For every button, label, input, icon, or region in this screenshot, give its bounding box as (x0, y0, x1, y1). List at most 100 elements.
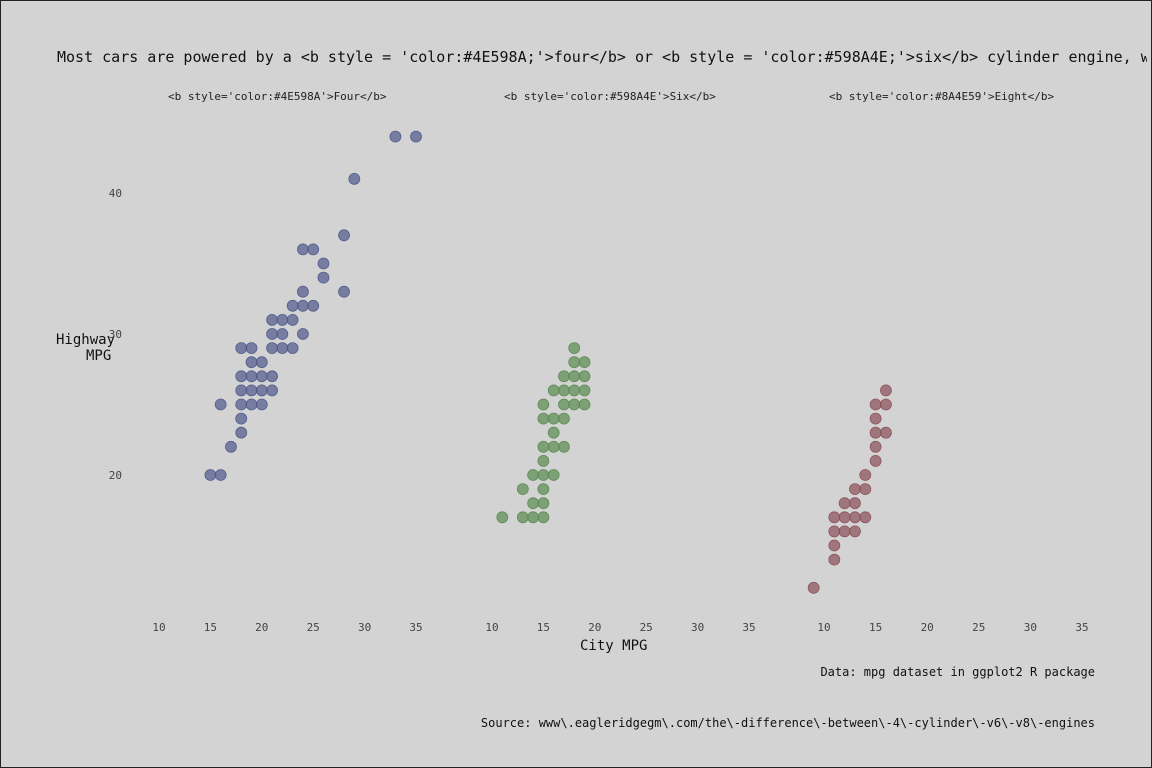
data-point (516, 483, 529, 496)
facet-title-eight: <b style='color:#8A4E59'>Eight</b> (829, 90, 1055, 103)
data-point (880, 384, 892, 397)
data-point (828, 553, 841, 566)
x-tick-label: 20 (255, 621, 268, 634)
x-axis-label: City MPG (580, 638, 648, 654)
data-point (297, 285, 309, 298)
data-point (849, 497, 861, 510)
x-tick-label: 15 (204, 621, 217, 634)
data-point (297, 328, 309, 340)
data-point (338, 229, 350, 242)
data-point (410, 130, 422, 143)
x-tick-label: 35 (1075, 621, 1088, 634)
data-point (547, 384, 560, 397)
x-tick-label: 10 (152, 621, 165, 634)
x-tick-label: 15 (869, 621, 882, 634)
data-point (558, 412, 570, 425)
x-tick-label: 25 (972, 621, 985, 634)
data-point (849, 511, 861, 524)
data-point (235, 412, 248, 425)
x-tick-label: 20 (588, 621, 601, 634)
y-tick-label: 30 (109, 328, 122, 341)
data-point (838, 511, 851, 524)
data-point (245, 384, 258, 397)
data-point (568, 384, 581, 397)
data-point (880, 398, 892, 411)
data-point (849, 483, 861, 496)
data-point (547, 440, 560, 453)
data-point (255, 370, 268, 383)
data-point (245, 398, 258, 411)
x-tick-label: 10 (485, 621, 498, 634)
data-point (869, 454, 882, 467)
y-axis-label-line1: Highway (56, 332, 116, 348)
data-point (235, 426, 248, 439)
data-point (225, 440, 237, 453)
data-point (849, 525, 861, 538)
chart-title: Most cars are powered by a <b style = 'c… (57, 48, 1147, 66)
data-point (245, 342, 258, 355)
data-point (235, 398, 248, 411)
data-point (286, 313, 299, 326)
y-tick-label: 40 (109, 187, 122, 200)
data-point (389, 130, 402, 143)
data-point (235, 370, 248, 383)
y-axis-label-line2: MPG (86, 348, 112, 364)
data-point (838, 497, 851, 510)
data-point (568, 356, 581, 369)
data-point (547, 412, 560, 425)
data-point (255, 356, 268, 369)
data-point (558, 384, 570, 397)
data-point (547, 426, 560, 439)
data-point (537, 497, 550, 510)
data-point (537, 412, 550, 425)
data-point (266, 313, 278, 326)
data-point (286, 299, 299, 312)
data-point (204, 469, 217, 481)
data-point (527, 497, 540, 510)
data-point (828, 525, 841, 538)
data-point (255, 384, 268, 397)
data-point (838, 525, 851, 538)
data-point (880, 426, 892, 439)
x-tick-label: 35 (409, 621, 422, 634)
data-point (537, 511, 550, 524)
data-point (338, 285, 350, 298)
data-point (297, 243, 309, 256)
data-point (527, 469, 540, 481)
data-point (235, 384, 248, 397)
x-tick-label: 20 (921, 621, 934, 634)
data-point (214, 398, 227, 411)
data-point (276, 328, 289, 340)
data-point (558, 370, 570, 383)
data-point (828, 511, 841, 524)
data-point (235, 342, 248, 355)
data-point (276, 313, 289, 326)
data-point (859, 511, 872, 524)
data-point (527, 511, 540, 524)
data-point (266, 342, 278, 355)
data-point (547, 469, 560, 481)
data-point (266, 384, 278, 397)
data-point (828, 539, 841, 552)
data-point (537, 454, 550, 467)
data-point (558, 398, 570, 411)
data-point (537, 440, 550, 453)
facet-title-four: <b style='color:#4E598A'>Four</b> (168, 90, 387, 103)
data-point (578, 370, 591, 383)
data-caption: Data: mpg dataset in ggplot2 R package (820, 665, 1095, 679)
data-point (568, 342, 581, 355)
data-point (266, 328, 278, 340)
data-point (558, 440, 570, 453)
data-point (496, 511, 509, 524)
data-point (869, 412, 882, 425)
data-point (245, 356, 258, 369)
y-tick-label: 20 (109, 469, 122, 482)
x-tick-label: 25 (307, 621, 320, 634)
data-point (537, 469, 550, 481)
data-point (266, 370, 278, 383)
data-point (297, 299, 309, 312)
data-point (869, 426, 882, 439)
data-point (537, 483, 550, 496)
data-point (245, 370, 258, 383)
